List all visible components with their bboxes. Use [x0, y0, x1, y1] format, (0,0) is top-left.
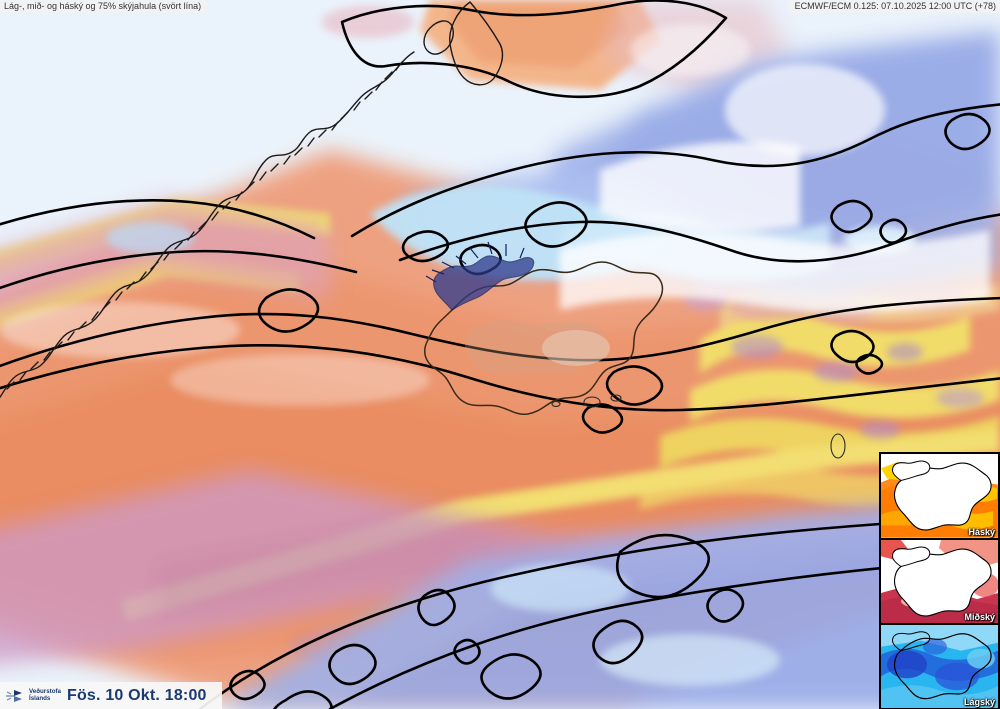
valid-time-bar: Veðurstofa Íslands Fös. 10 Okt. 18:00: [0, 682, 222, 709]
hasky-thumbnail: [881, 454, 998, 538]
vedurstofa-logo[interactable]: Veðurstofa Íslands: [4, 687, 61, 705]
inset-panel-midsky[interactable]: Miðský: [879, 537, 1000, 624]
map-title-label: Lág-, mið- og háský og 75% skýjahula (sv…: [0, 0, 208, 13]
valid-time-text: Fös. 10 Okt. 18:00: [66, 686, 207, 704]
midsky-thumbnail: [881, 539, 998, 624]
westfjords-coastline: [425, 241, 535, 311]
logo-line-1: Veðurstofa: [29, 687, 61, 695]
logo-wordmark: Veðurstofa Íslands: [29, 687, 61, 702]
lagsky-thumbnail: [881, 625, 998, 709]
inset-panel-hasky[interactable]: Háský: [879, 452, 1000, 538]
inset-label-lagsky: Lágský: [963, 697, 995, 708]
inset-panel-lagsky[interactable]: Lágský: [879, 623, 1000, 709]
layer-inset-panels: Háský Miðský: [879, 452, 1000, 709]
inset-label-midsky: Miðský: [964, 612, 995, 623]
weather-vane-icon: [4, 687, 26, 705]
inset-label-hasky: Háský: [968, 526, 995, 537]
iceland-coastline: [423, 261, 664, 416]
logo-line-2: Íslands: [29, 694, 51, 702]
model-run-label: ECMWF/ECM 0.125: 07.10.2025 12:00 UTC (+…: [788, 0, 1000, 13]
